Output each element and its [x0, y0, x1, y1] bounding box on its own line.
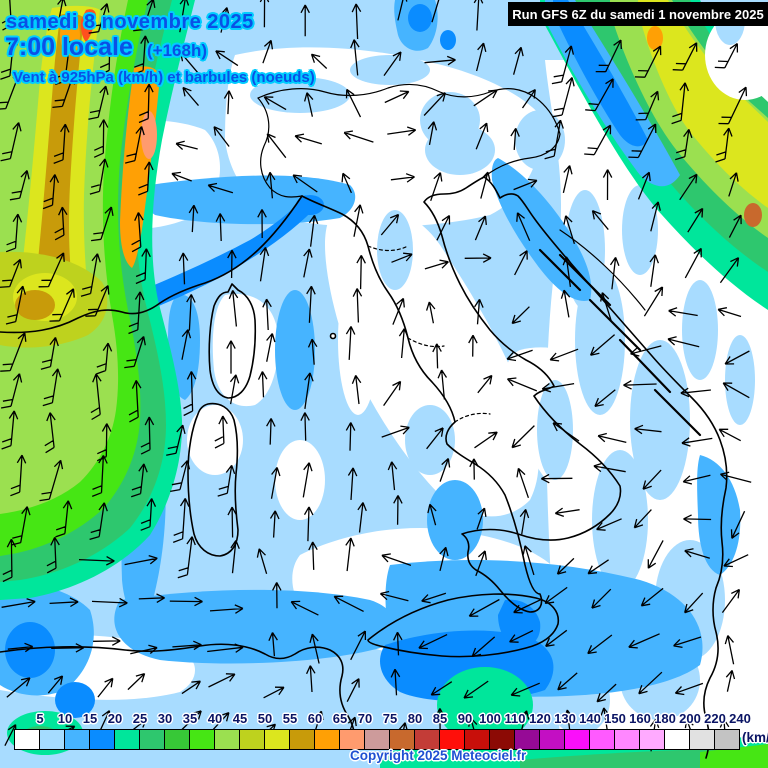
scale-swatch [364, 729, 390, 750]
scale-swatch [564, 729, 590, 750]
scale-tick-label: 45 [232, 711, 248, 726]
forecast-offset-label: (+168h) [147, 41, 207, 60]
scale-tick-label: 20 [107, 711, 123, 726]
wind-scale-colorbar [14, 729, 740, 750]
scale-tick-label: 35 [182, 711, 198, 726]
scale-tick-label: 75 [382, 711, 398, 726]
scale-swatch [714, 729, 740, 750]
scale-tick-label: 110 [504, 711, 526, 726]
scale-swatch [614, 729, 640, 750]
scale-tick-label: 70 [357, 711, 373, 726]
scale-tick-label: 150 [604, 711, 626, 726]
scale-unit-label: (km/h) [742, 730, 768, 745]
scale-swatch [539, 729, 565, 750]
scale-tick-label: 220 [704, 711, 726, 726]
scale-tick-label: 40 [207, 711, 223, 726]
scale-tick-label: 240 [729, 711, 751, 726]
scale-swatch [189, 729, 215, 750]
map-variable-label: Vent à 925hPa (km/h) et barbules (noeuds… [13, 69, 315, 86]
scale-swatch [389, 729, 415, 750]
scale-swatch [314, 729, 340, 750]
scale-swatch [64, 729, 90, 750]
wind-scale-labels: 5 10 15 20 25 30 35 40 45 50 55 60 65 70 75 80 85 90 100 11… [0, 711, 768, 727]
scale-tick-label: 130 [554, 711, 576, 726]
scale-swatch [464, 729, 490, 750]
scale-swatch [339, 729, 365, 750]
scale-swatch [639, 729, 665, 750]
coastlines [0, 83, 728, 759]
scale-tick-label: 85 [432, 711, 448, 726]
forecast-date-label: samedi 8 novembre 2025 [6, 11, 254, 33]
scale-swatch [164, 729, 190, 750]
scale-tick-label: 50 [257, 711, 273, 726]
scale-tick-label: 160 [629, 711, 651, 726]
scale-tick-label: 180 [654, 711, 676, 726]
scale-tick-label: 120 [529, 711, 551, 726]
scale-tick-label: 100 [479, 711, 501, 726]
scale-tick-label: 140 [579, 711, 601, 726]
scale-swatch [214, 729, 240, 750]
scale-tick-label: 5 [36, 711, 44, 726]
scale-tick-label: 80 [407, 711, 423, 726]
scale-tick-label: 60 [307, 711, 323, 726]
scale-swatch [139, 729, 165, 750]
scale-swatch [439, 729, 465, 750]
scale-swatch [289, 729, 315, 750]
scale-tick-label: 200 [679, 711, 701, 726]
scale-tick-label: 65 [332, 711, 348, 726]
scale-tick-label: 55 [282, 711, 298, 726]
scale-swatch [689, 729, 715, 750]
scale-tick-label: 25 [132, 711, 148, 726]
model-run-banner: Run GFS 6Z du samedi 1 novembre 2025 [508, 2, 768, 26]
copyright-label: Copyright 2025 Meteociel.fr [350, 748, 527, 763]
scale-swatch [489, 729, 515, 750]
scale-swatch [39, 729, 65, 750]
scale-tick-label: 90 [457, 711, 473, 726]
scale-swatch [514, 729, 540, 750]
scale-swatch [14, 729, 40, 750]
model-run-text: Run GFS 6Z du samedi 1 novembre 2025 [512, 6, 764, 22]
forecast-time-label: 7:00 locale [5, 33, 133, 61]
scale-tick-label: 30 [157, 711, 173, 726]
scale-swatch [89, 729, 115, 750]
scale-swatch [264, 729, 290, 750]
scale-swatch [114, 729, 140, 750]
wind-arrows [0, 0, 752, 752]
scale-tick-label: 10 [57, 711, 73, 726]
scale-tick-label: 15 [82, 711, 98, 726]
scale-swatch [589, 729, 615, 750]
scale-swatch [414, 729, 440, 750]
scale-swatch [664, 729, 690, 750]
scale-swatch [239, 729, 265, 750]
